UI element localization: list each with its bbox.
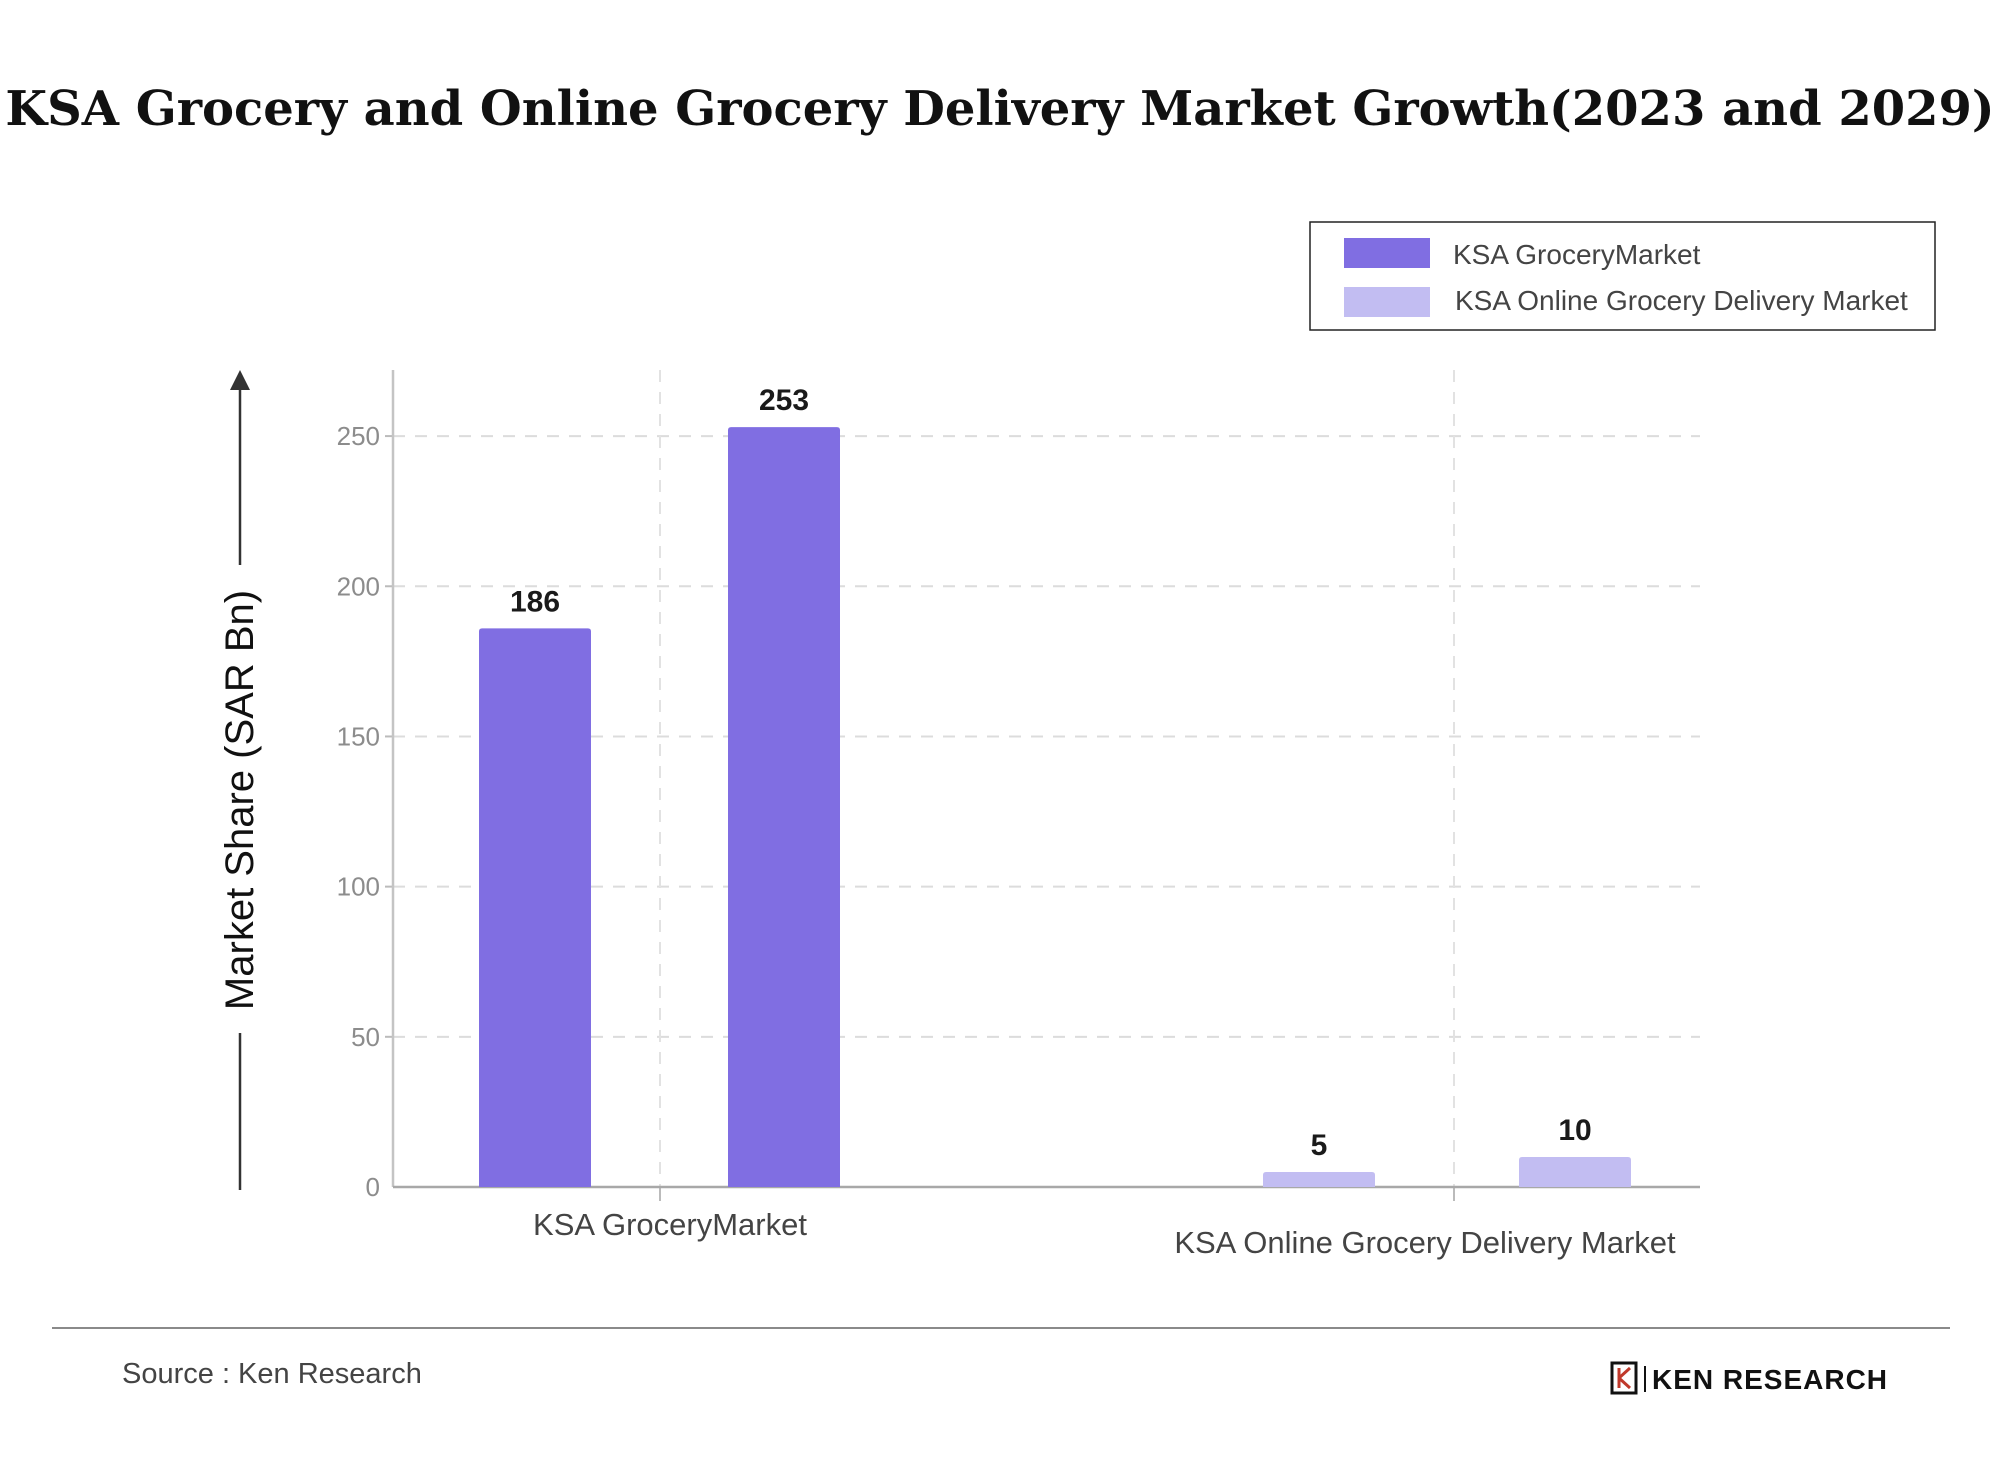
y-tick-label: 150 [337, 721, 380, 751]
y-axis-title: Market Share (SAR Bn) [218, 590, 262, 1010]
bar [728, 427, 840, 1188]
chart-title: KSA Grocery and Online Grocery Delivery … [5, 81, 1994, 137]
y-tick-label: 0 [366, 1172, 380, 1202]
y-tick-label: 100 [337, 872, 380, 902]
x-category-label: KSA GroceryMarket [533, 1207, 807, 1242]
ken-research-logo: KEN RESEARCH [1610, 1361, 1888, 1395]
legend-label-online: KSA Online Grocery Delivery Market [1455, 285, 1908, 316]
grid [393, 370, 1700, 1187]
axes [385, 370, 1700, 1201]
y-tick-label: 200 [337, 571, 380, 601]
brand-name: KEN RESEARCH [1652, 1364, 1888, 1395]
data-label: 186 [510, 585, 560, 618]
data-label: 10 [1558, 1114, 1591, 1147]
y-tick-label: 50 [351, 1022, 380, 1052]
legend-label-grocery: KSA GroceryMarket [1453, 239, 1701, 270]
arrow-up-icon [230, 370, 250, 390]
ken-research-logo-icon [1610, 1361, 1638, 1395]
bar [1263, 1171, 1375, 1187]
x-category-label: KSA Online Grocery Delivery Market [1174, 1225, 1676, 1260]
labels: 0 50 100 150 200 250 186 253 KSA GroceryMarket 5 1… [337, 384, 1676, 1260]
bars [479, 427, 1631, 1188]
y-axis-title-group: Market Share (SAR Bn) [218, 370, 262, 1190]
ken-research-logo-mark [1617, 1366, 1632, 1390]
data-label: 253 [759, 384, 809, 417]
legend: KSA GroceryMarket KSA Online Grocery Del… [1309, 221, 1936, 331]
bar [1519, 1156, 1631, 1187]
source-text: Source : Ken Research [122, 1358, 422, 1390]
legend-swatch-online [1344, 287, 1430, 317]
legend-swatch-grocery [1344, 238, 1430, 268]
data-label: 5 [1311, 1129, 1328, 1162]
bar [479, 628, 591, 1187]
y-tick-label: 250 [337, 421, 380, 451]
